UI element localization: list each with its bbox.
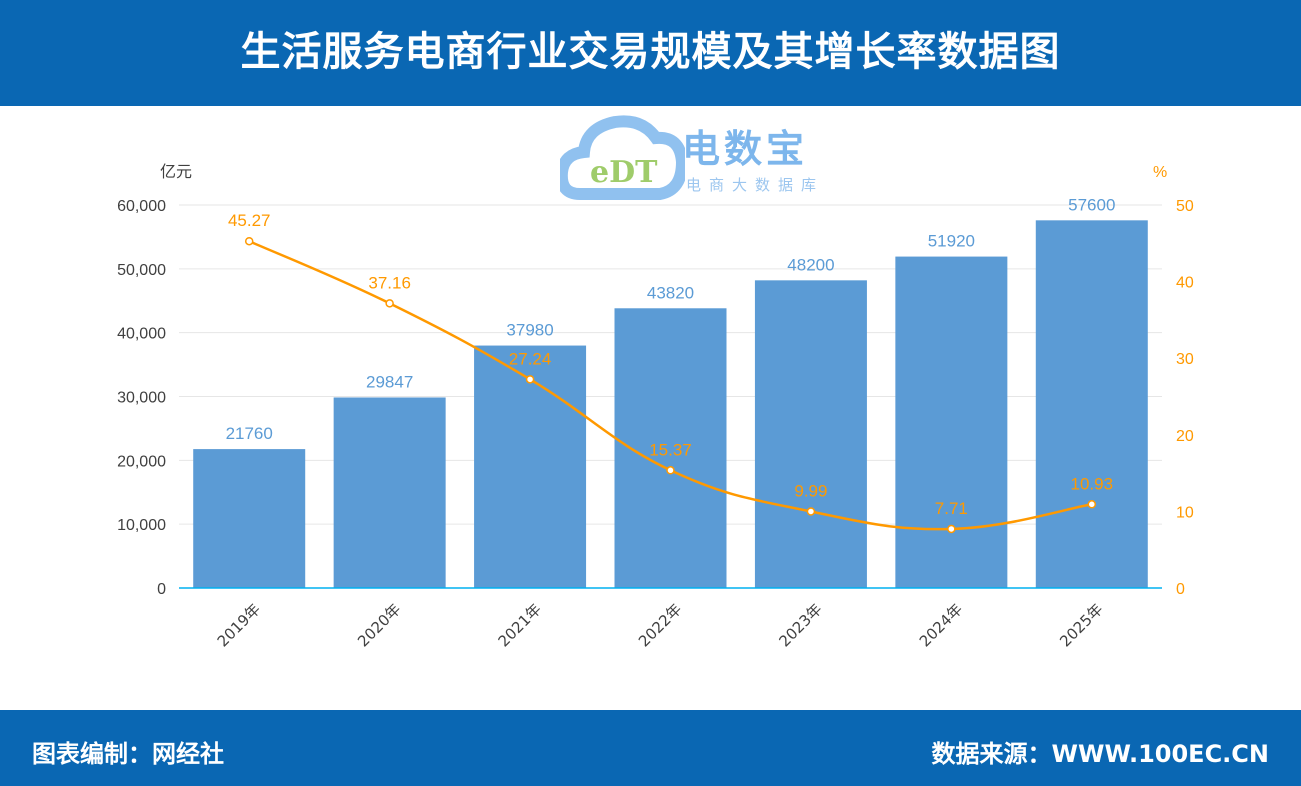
chart-title: 生活服务电商行业交易规模及其增长率数据图 — [0, 0, 1301, 106]
line-point — [1087, 500, 1097, 509]
left-tick-label: 50,000 — [117, 262, 166, 279]
bar — [614, 308, 727, 588]
x-tick-label: 2024年 — [916, 600, 966, 650]
logo-tagline: 电商大数据库 — [686, 176, 825, 194]
bar — [333, 397, 446, 588]
watermark-logo: eDT 电数宝 电商大数据库 — [560, 110, 830, 200]
logo-name: 电数宝 — [682, 127, 809, 171]
bar-data-label: 48200 — [787, 255, 834, 274]
right-axis-unit: % — [1153, 164, 1167, 181]
bar — [193, 449, 306, 588]
left-tick-label: 10,000 — [117, 517, 166, 534]
right-tick-label: 20 — [1176, 428, 1194, 445]
footer: 图表编制：网经社 数据来源：WWW.100EC.CN — [0, 710, 1301, 786]
line-point — [947, 524, 956, 534]
left-axis-unit: 亿元 — [160, 162, 192, 181]
line-data-label: 7.71 — [935, 499, 968, 518]
right-tick-label: 40 — [1176, 275, 1194, 292]
bar-data-label: 21760 — [226, 424, 273, 443]
x-tick-label: 2020年 — [354, 600, 404, 650]
bar — [1035, 220, 1148, 588]
left-tick-label: 60,000 — [117, 198, 166, 215]
right-tick-label: 10 — [1176, 504, 1194, 521]
line-point — [666, 466, 675, 475]
line-data-label: 45.27 — [228, 211, 271, 230]
x-tick-label: 2023年 — [775, 600, 825, 650]
footer-credit: 图表编制：网经社 — [32, 740, 224, 768]
x-tick-label: 2022年 — [635, 600, 685, 650]
left-tick-label: 0 — [157, 581, 166, 598]
bar — [754, 280, 867, 588]
footer-source: 数据来源：WWW.100EC.CN — [931, 740, 1270, 768]
line-point — [525, 375, 535, 384]
bar — [474, 345, 587, 588]
x-tick-label: 2025年 — [1056, 600, 1106, 650]
line-point — [806, 507, 816, 516]
left-tick-label: 40,000 — [117, 326, 166, 343]
x-tick-label: 2019年 — [214, 600, 264, 650]
line-data-label: 37.16 — [368, 273, 411, 292]
line-data-label: 10.93 — [1071, 474, 1114, 493]
right-tick-label: 50 — [1176, 198, 1194, 215]
bar-data-label: 29847 — [366, 372, 413, 391]
right-tick-label: 30 — [1176, 351, 1194, 368]
line-data-label: 27.24 — [509, 349, 552, 368]
bar-data-label: 43820 — [647, 283, 694, 302]
right-tick-label: 0 — [1176, 581, 1185, 598]
left-tick-label: 30,000 — [117, 390, 166, 407]
line-point — [385, 299, 394, 308]
bar — [895, 256, 1008, 588]
left-tick-label: 20,000 — [117, 453, 166, 470]
line-data-label: 15.37 — [649, 440, 692, 459]
bar-data-label: 37980 — [506, 321, 553, 340]
cloud-logo-icon: eDT — [560, 115, 685, 200]
bar-data-label: 57600 — [1068, 195, 1115, 214]
svg-text:eDT: eDT — [590, 155, 658, 190]
bar-data-label: 51920 — [928, 232, 975, 251]
line-data-label: 9.99 — [794, 481, 827, 500]
line-point — [244, 236, 254, 246]
x-tick-label: 2021年 — [495, 600, 545, 650]
